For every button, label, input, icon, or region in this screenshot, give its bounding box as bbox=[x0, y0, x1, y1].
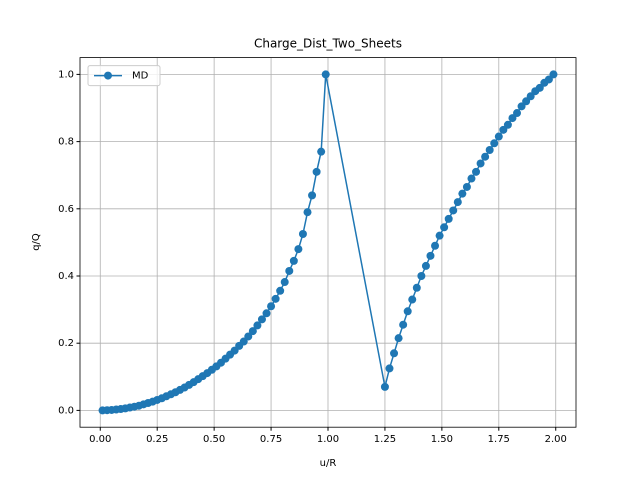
data-point bbox=[485, 146, 494, 154]
data-point bbox=[298, 230, 307, 238]
x-tick-label: 1.25 bbox=[374, 434, 396, 445]
data-point bbox=[303, 208, 312, 217]
data-point bbox=[308, 191, 317, 200]
data-point bbox=[549, 70, 558, 79]
data-point bbox=[494, 132, 503, 141]
x-axis-label: u/R bbox=[320, 458, 337, 469]
data-point bbox=[385, 364, 394, 373]
y-tick-label: 0.4 bbox=[58, 271, 74, 282]
x-tick-label: 1.75 bbox=[488, 434, 510, 445]
data-point bbox=[458, 189, 467, 198]
data-point bbox=[321, 70, 330, 79]
y-tick-label: 0.8 bbox=[58, 137, 74, 148]
x-tick-label: 0.75 bbox=[260, 434, 282, 445]
y-tick-label: 0.6 bbox=[58, 204, 74, 215]
data-point bbox=[444, 214, 453, 223]
data-point bbox=[435, 231, 444, 240]
data-point bbox=[513, 109, 522, 118]
plot-frame bbox=[79, 57, 577, 428]
data-point bbox=[244, 332, 253, 341]
y-tick-label: 0.2 bbox=[58, 338, 74, 349]
data-point bbox=[312, 167, 321, 176]
data-point bbox=[440, 223, 449, 232]
data-point bbox=[417, 272, 426, 280]
data-point bbox=[317, 147, 326, 156]
data-point bbox=[271, 294, 280, 303]
data-point bbox=[426, 251, 435, 260]
x-tick-label: 0.25 bbox=[146, 434, 168, 445]
data-point bbox=[285, 266, 294, 275]
data-point bbox=[262, 309, 271, 318]
data-point bbox=[449, 206, 458, 215]
data-point bbox=[472, 167, 481, 176]
data-point bbox=[380, 382, 389, 391]
legend-label: MD bbox=[132, 71, 149, 82]
data-point bbox=[481, 152, 490, 161]
x-tick-label: 0.50 bbox=[203, 434, 225, 445]
data-point bbox=[248, 327, 257, 336]
y-tick-label: 1.0 bbox=[58, 69, 74, 80]
data-point bbox=[453, 198, 462, 207]
chart-title: Charge_Dist_Two_Sheets bbox=[254, 37, 402, 51]
data-point bbox=[394, 334, 403, 343]
data-point bbox=[399, 320, 408, 329]
y-tick-label: 0.0 bbox=[58, 405, 74, 416]
data-point bbox=[431, 241, 440, 250]
data-point bbox=[467, 174, 476, 183]
x-tick-label: 2.00 bbox=[545, 434, 567, 445]
data-point bbox=[294, 245, 303, 254]
data-point bbox=[490, 139, 499, 148]
data-point bbox=[462, 182, 471, 191]
data-point bbox=[390, 349, 399, 358]
data-point bbox=[408, 295, 417, 304]
data-point bbox=[476, 159, 485, 168]
y-axis-label: q/Q bbox=[31, 233, 42, 251]
x-tick-label: 1.50 bbox=[431, 434, 453, 445]
data-point bbox=[257, 315, 266, 324]
data-point bbox=[253, 321, 262, 330]
data-point bbox=[280, 278, 289, 287]
data-point bbox=[403, 307, 412, 316]
data-point bbox=[267, 302, 276, 311]
data-point bbox=[503, 120, 512, 129]
data-point bbox=[412, 283, 421, 292]
x-tick-label: 1.00 bbox=[317, 434, 339, 445]
legend-box bbox=[87, 65, 161, 87]
data-point bbox=[276, 286, 285, 295]
data-point bbox=[289, 256, 298, 265]
x-tick-label: 0.00 bbox=[89, 434, 111, 445]
legend-marker bbox=[104, 71, 112, 80]
data-point bbox=[421, 261, 430, 270]
